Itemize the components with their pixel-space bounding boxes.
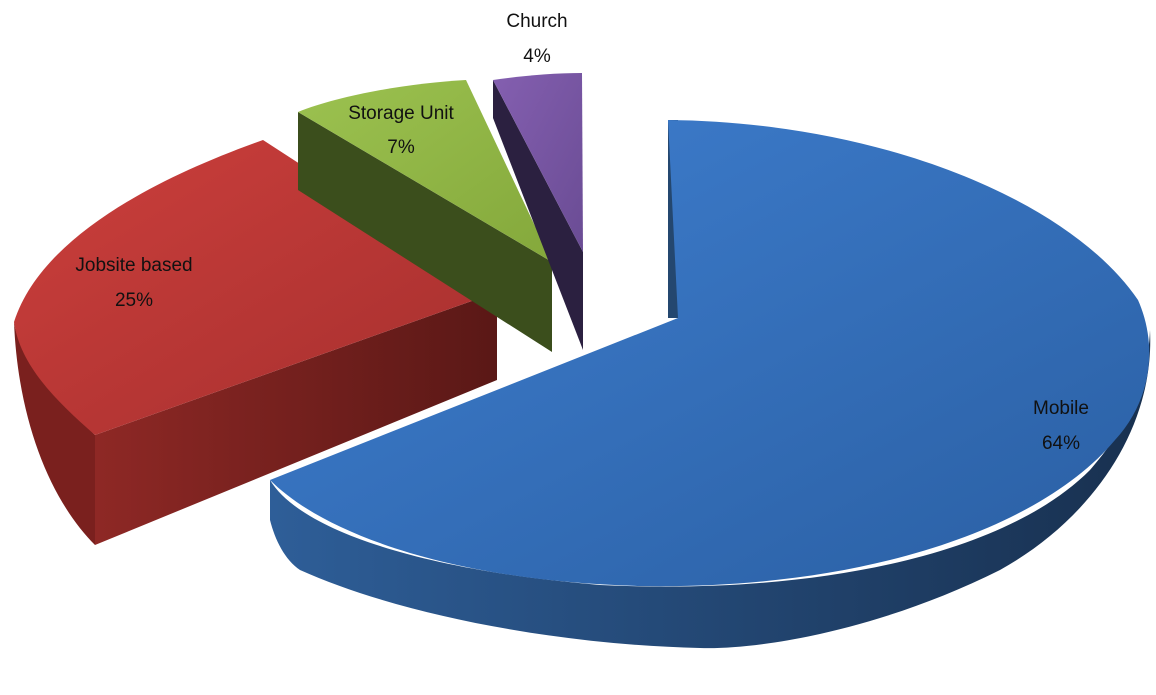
- slice-jobsite-based-outer-side: [14, 322, 95, 545]
- label-storage-unit-name: Storage Unit: [348, 103, 454, 124]
- slice-jobsite-based-cut-side: [95, 292, 497, 545]
- slice-storage-unit: [298, 80, 552, 352]
- slice-church-side: [493, 80, 583, 350]
- slice-church: [493, 73, 583, 350]
- label-storage-unit-value: 7%: [387, 137, 415, 158]
- slice-mobile-top: [270, 120, 1150, 587]
- label-mobile-name: Mobile: [1033, 398, 1089, 419]
- label-church-name: Church: [506, 11, 567, 32]
- slice-mobile: [270, 120, 1151, 649]
- slice-storage-unit-top: [298, 80, 552, 262]
- label-jobsite-based-value: 25%: [115, 290, 153, 311]
- label-jobsite-based-name: Jobsite based: [75, 255, 192, 276]
- label-mobile-value: 64%: [1042, 433, 1080, 454]
- slice-storage-unit-side: [298, 112, 552, 352]
- slice-mobile-outer-side: [270, 330, 1151, 649]
- label-church-value: 4%: [523, 46, 551, 67]
- data-labels: Church 4% Storage Unit 7% Jobsite based …: [75, 11, 1089, 454]
- slice-church-top: [493, 73, 583, 252]
